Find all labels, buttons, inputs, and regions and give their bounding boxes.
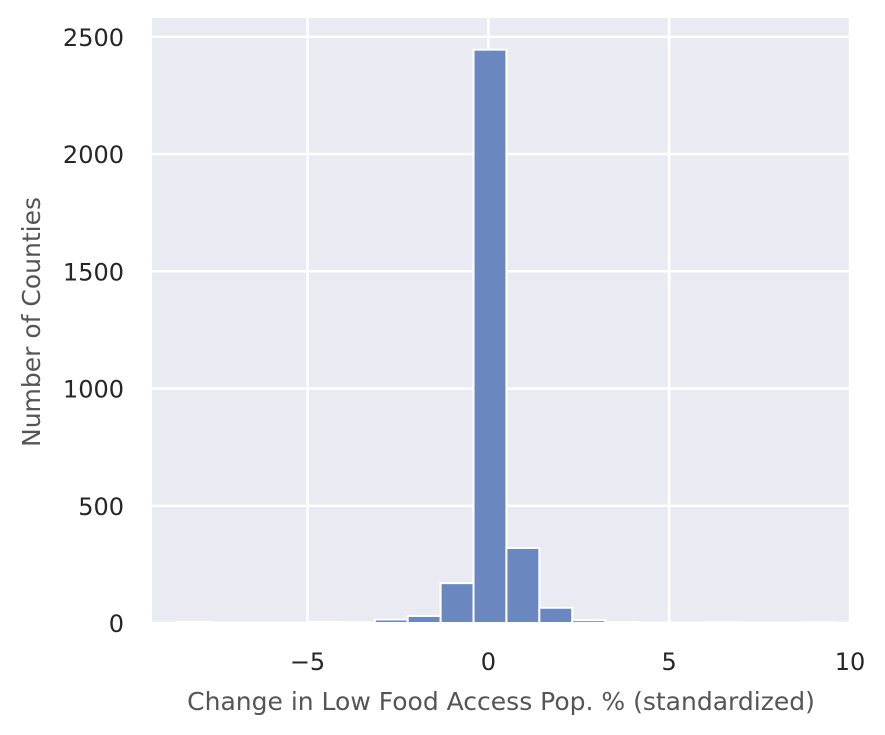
y-tick-label: 0 [109,610,124,638]
histogram-bar [604,621,640,624]
y-tick-label: 500 [78,493,124,521]
histogram-bar [505,546,541,624]
histogram-bar [176,620,212,624]
x-tick-label: 10 [835,648,866,676]
x-tick-label: 5 [662,648,677,676]
x-axis-ticks: −5 0 5 10 [290,648,865,676]
histogram-bar [439,582,475,625]
y-tick-label: 2000 [63,141,124,169]
histogram-bar [571,619,607,624]
y-tick-label: 1500 [63,258,124,286]
y-tick-label: 2500 [63,24,124,52]
x-tick-label: 0 [481,648,496,676]
y-axis-label: Number of Counties [17,197,46,447]
histogram-bar [472,48,508,624]
histogram-bar [538,606,574,624]
y-axis-ticks: 0 500 1000 1500 2000 2500 [63,24,124,638]
histogram-bar [340,621,376,624]
histogram-bar [373,618,409,624]
x-axis-label: Change in Low Food Access Pop. % (standa… [187,687,815,716]
histogram-bar [406,614,442,624]
histogram-bars [176,48,837,625]
y-tick-label: 1000 [63,376,124,404]
x-tick-label: −5 [290,648,325,676]
histogram-bar [307,620,343,624]
histogram-bar [702,621,738,624]
histogram-bar [801,621,837,624]
